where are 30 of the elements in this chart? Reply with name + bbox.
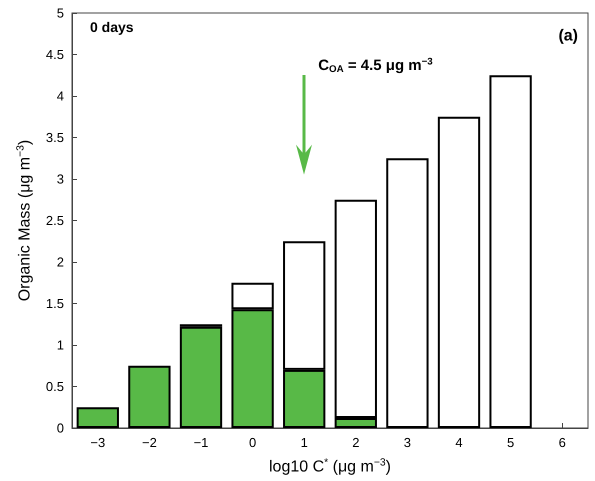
bar — [128, 366, 171, 428]
y-tick-label: 1.5 — [46, 296, 64, 311]
bar — [438, 116, 480, 428]
y-tick-label: 4.5 — [46, 47, 64, 62]
annotation: (a) — [558, 28, 578, 44]
x-tick-label: −2 — [142, 435, 157, 450]
y-tick-label: 2.5 — [46, 213, 64, 228]
x-tick-label: −3 — [90, 435, 106, 450]
x-tick-label: 5 — [506, 435, 514, 450]
bar — [180, 326, 222, 428]
y-tick-label: 0.5 — [46, 379, 64, 394]
x-tick-label: 4 — [455, 435, 463, 450]
y-tick-label: 3.5 — [46, 130, 64, 145]
annotation: 0 days — [90, 19, 134, 35]
y-tick-label: 4 — [56, 88, 64, 104]
x-tick-label: 0 — [248, 435, 256, 450]
y-tick-label: 2 — [56, 254, 64, 270]
y-tick-label: 3 — [56, 172, 64, 186]
y-axis-title: Organic Mass (μg m−3) — [16, 140, 34, 302]
y-tick-label: 1 — [56, 338, 64, 352]
y-tick-label: 0 — [56, 420, 64, 436]
x-tick-label: 6 — [558, 435, 566, 450]
x-tick-label: 3 — [404, 435, 412, 450]
x-tick-label: 2 — [352, 435, 360, 450]
x-tick-label: 1 — [300, 435, 308, 450]
bar — [76, 407, 119, 428]
bar — [386, 158, 429, 428]
x-tick-label: −1 — [194, 435, 208, 450]
bar — [489, 75, 532, 428]
y-tick-label: 5 — [56, 6, 64, 20]
